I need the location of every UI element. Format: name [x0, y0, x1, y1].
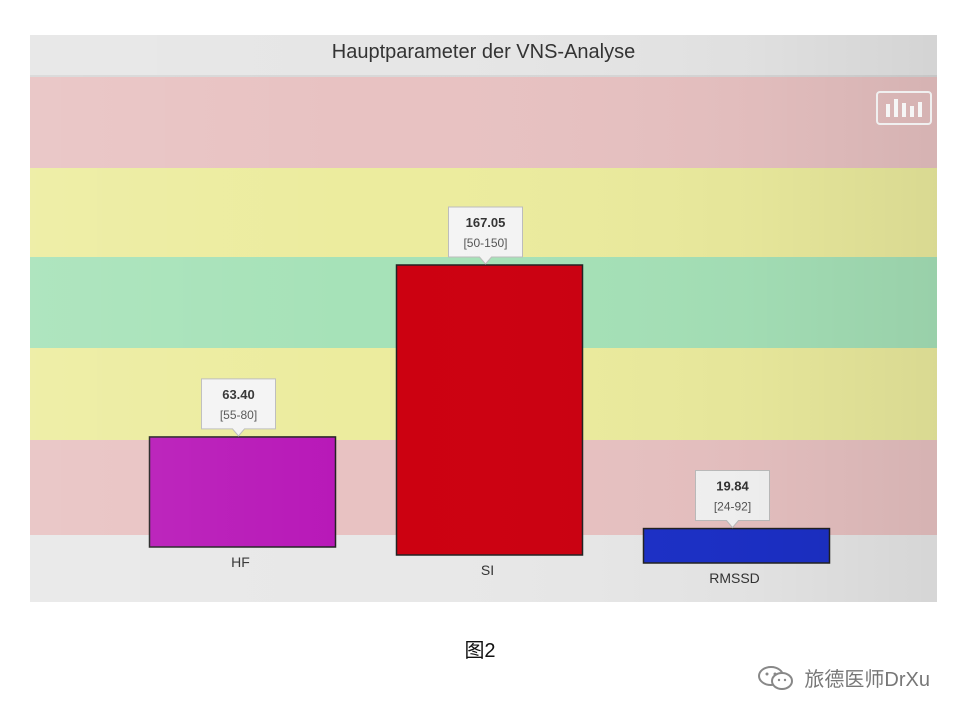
chart-screen: 63.40[55-80]167.05[50-150]19.84[24-92] H… — [30, 35, 937, 602]
watermark-text: 旅德医师DrXu — [804, 669, 930, 691]
screen-glare — [30, 35, 937, 602]
chart-menu-icon[interactable] — [876, 91, 932, 125]
watermark: 旅德医师DrXu — [756, 663, 930, 692]
figure-caption: 图2 — [464, 640, 496, 662]
chart-title: Hauptparameter der VNS-Analyse — [331, 41, 636, 63]
wechat-icon — [758, 665, 794, 690]
chart-photo: 63.40[55-80]167.05[50-150]19.84[24-92] H… — [30, 35, 937, 602]
